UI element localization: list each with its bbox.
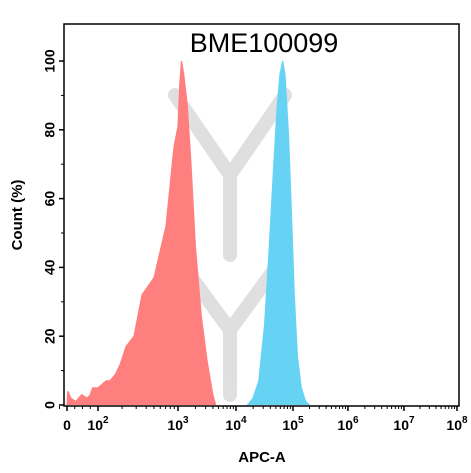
x-tick-label: 105: [282, 415, 304, 433]
y-axis: 0 20 40 60 80 100: [42, 49, 64, 409]
x-tick-label: 104: [225, 415, 247, 433]
plot-frame: [63, 23, 460, 407]
x-tick-label: 107: [393, 415, 415, 433]
x-tick-label: 102: [87, 415, 109, 433]
plot-series: [66, 60, 310, 406]
x-tick-label: 103: [167, 415, 189, 433]
y-tick-label: 60: [42, 191, 58, 207]
y-tick-label: 0: [42, 401, 58, 409]
series-area-2: [247, 61, 310, 405]
y-tick-label: 40: [42, 259, 58, 275]
y-tick-label: 100: [42, 49, 58, 73]
y-tick-label: 80: [42, 122, 58, 138]
x-tick-label: 0: [63, 417, 71, 433]
series-area-1: [67, 61, 216, 405]
x-tick-label: 108: [446, 415, 468, 433]
chart-title: BME100099: [190, 28, 339, 58]
series-outline-1: [66, 60, 217, 406]
y-axis-title: Count (%): [9, 180, 26, 251]
y-tick-label: 20: [42, 328, 58, 344]
x-axis: 0 102 103 104 105 106 107 108: [59, 406, 468, 433]
x-tick-label: 106: [337, 415, 359, 433]
series-outline-2: [246, 60, 310, 406]
x-axis-title: APC-A: [238, 449, 286, 466]
